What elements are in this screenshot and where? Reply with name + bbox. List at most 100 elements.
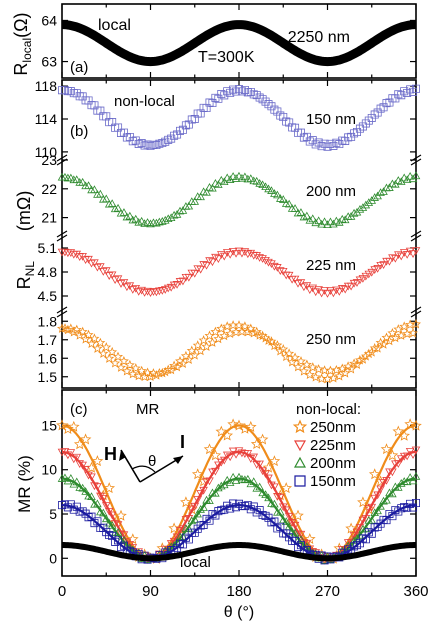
- panel-b-frame: [61, 79, 417, 389]
- data-point-225nm: [317, 289, 326, 298]
- data-point-200nm: [134, 217, 143, 226]
- data-point-225nm: [311, 288, 320, 297]
- data-point-150nm: [69, 505, 78, 514]
- data-point-150nm: [102, 112, 111, 121]
- panel-b-1-y-tick-label: 22: [41, 181, 57, 197]
- data-point-200nm: [90, 185, 99, 194]
- y-axis-label-a: Rlocal(Ω): [11, 12, 34, 75]
- data-point-150nm: [58, 501, 66, 510]
- data-point-150nm: [394, 90, 403, 99]
- data-point-250nm: [248, 328, 259, 338]
- data-point-225nm: [193, 496, 202, 504]
- data-point-150nm: [406, 85, 415, 94]
- data-point-150nm: [190, 114, 199, 123]
- data-point-150nm: [249, 90, 258, 99]
- data-point-250nm: [204, 330, 215, 341]
- data-point-250nm: [390, 332, 401, 343]
- annotation-theta: θ: [148, 453, 156, 470]
- data-point-150nm: [367, 113, 376, 122]
- data-point-250nm: [287, 356, 298, 367]
- data-point-200nm: [246, 174, 256, 182]
- axis-break-mark: [56, 234, 68, 242]
- data-point-150nm: [90, 101, 99, 110]
- data-point-250nm: [272, 340, 283, 350]
- panel-label-c: (c): [70, 401, 88, 418]
- x-tick-label: 180: [226, 583, 251, 600]
- data-point-225nm: [411, 247, 421, 255]
- data-point-150nm: [409, 503, 418, 512]
- data-point-200nm: [240, 172, 250, 181]
- data-point-200nm: [193, 509, 202, 518]
- data-point-150nm: [114, 123, 123, 132]
- data-point-250nm: [116, 362, 126, 372]
- panel-c-y-tick-label: 0: [49, 550, 57, 566]
- data-point-250nm: [396, 330, 407, 340]
- data-point-225nm: [96, 263, 105, 271]
- data-point-250nm: [322, 373, 333, 384]
- data-point-200nm: [175, 206, 185, 215]
- data-point-200nm: [314, 216, 323, 225]
- data-point-225nm: [302, 282, 312, 290]
- data-point-150nm: [311, 140, 320, 149]
- legend-label-225nm: 225nm: [310, 437, 356, 454]
- data-point-250nm: [191, 468, 204, 480]
- data-point-225nm: [184, 273, 194, 282]
- data-point-150nm: [370, 523, 379, 532]
- data-point-150nm: [391, 94, 400, 103]
- panel-b: 110 114 118 150 nm 21 22 23 200 nm 4.5 4.8 5.1 225 …: [14, 78, 422, 389]
- data-point-250nm: [307, 362, 318, 372]
- data-point-200nm: [361, 200, 371, 209]
- data-point-150nm: [187, 115, 196, 124]
- data-point-225nm: [101, 267, 111, 276]
- series-label-150nm: 150 nm: [306, 111, 356, 128]
- data-point-250nm: [328, 372, 339, 383]
- data-point-200nm: [72, 175, 82, 184]
- panel-c-y-tick-label: 5: [49, 506, 57, 522]
- data-point-225nm: [137, 286, 146, 295]
- data-point-250nm: [357, 496, 369, 508]
- data-point-150nm: [211, 93, 220, 102]
- data-point-150nm: [84, 513, 93, 522]
- data-point-200nm: [278, 195, 288, 203]
- data-point-225nm: [284, 512, 294, 521]
- series-line-local: [62, 542, 416, 562]
- data-point-200nm: [107, 199, 117, 207]
- data-point-225nm: [199, 261, 208, 269]
- panel-b-1-y-tick-label: 23: [41, 152, 57, 168]
- data-point-150nm: [181, 121, 190, 130]
- data-point-225nm: [113, 275, 123, 284]
- fit-line-150nm: [61, 503, 417, 560]
- panel-b-1-y-tick-label: 21: [41, 210, 57, 226]
- data-point-225nm: [143, 287, 152, 296]
- data-point-200nm: [252, 176, 261, 185]
- legend-label-250nm: 250nm: [310, 419, 356, 436]
- data-point-225nm: [337, 285, 347, 293]
- data-point-250nm: [360, 351, 371, 361]
- data-point-150nm: [350, 129, 359, 138]
- panel-b-3-y-tick-label: 1.5: [38, 369, 58, 385]
- data-point-150nm: [237, 87, 246, 96]
- data-point-150nm: [220, 91, 229, 100]
- data-point-150nm: [122, 133, 131, 142]
- data-point-225nm: [308, 284, 318, 293]
- data-point-225nm: [125, 282, 135, 291]
- data-point-250nm: [278, 344, 289, 354]
- data-point-150nm: [326, 139, 335, 148]
- x-tick-label: 0: [58, 583, 66, 600]
- data-point-200nm: [178, 206, 188, 214]
- data-point-225nm: [90, 259, 99, 268]
- data-point-225nm: [119, 279, 129, 287]
- data-point-150nm: [173, 130, 182, 139]
- data-point-250nm: [168, 522, 180, 534]
- data-point-150nm: [202, 103, 211, 112]
- data-point-225nm: [196, 265, 205, 274]
- series-label-225nm: 225 nm: [306, 257, 356, 274]
- data-point-250nm: [393, 324, 404, 334]
- data-point-150nm: [117, 128, 125, 137]
- data-point-225nm: [388, 254, 397, 263]
- data-point-200nm: [302, 211, 312, 220]
- data-point-150nm: [226, 504, 235, 513]
- data-point-150nm: [252, 91, 261, 100]
- y-label-main: R: [11, 63, 31, 76]
